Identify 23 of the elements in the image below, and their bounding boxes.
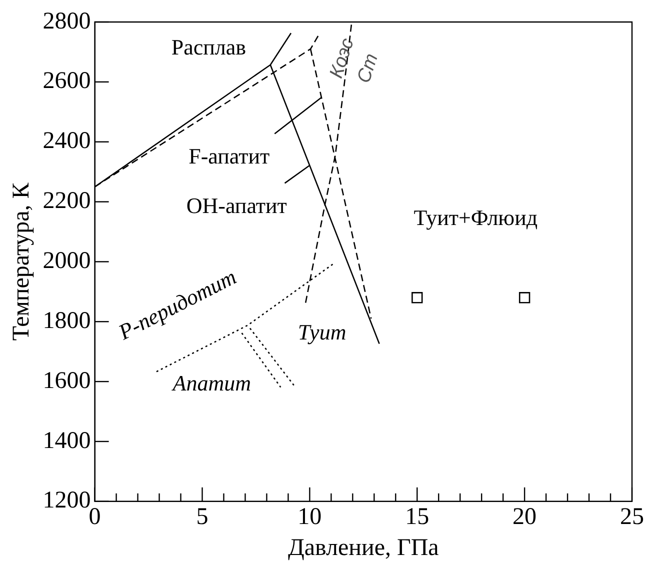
x-tick-label: 15 <box>405 504 430 530</box>
y-tick-label: 1400 <box>42 428 91 454</box>
y-tick-label: 2400 <box>42 128 91 154</box>
y-tick-label: 1800 <box>42 308 91 334</box>
x-axis-title: Давление, ГПа <box>288 534 440 561</box>
y-tick-label: 2800 <box>42 8 91 34</box>
x-tick-label: 20 <box>512 504 537 530</box>
y-tick-label: 2600 <box>42 68 91 94</box>
annotation: F-апатит <box>188 143 270 168</box>
x-tick-label: 25 <box>620 504 644 530</box>
y-axis-title: Температура, К <box>8 182 35 341</box>
y-tick-label: 2000 <box>42 248 91 274</box>
annotation: Туит+Флюид <box>414 204 538 230</box>
y-tick-label: 1200 <box>42 488 91 514</box>
x-tick-label: 5 <box>196 504 208 530</box>
x-tick-label: 10 <box>298 504 322 530</box>
annotation: Туит <box>298 319 346 344</box>
annotation: Расплав <box>171 34 246 60</box>
y-tick-label: 2200 <box>42 188 91 214</box>
y-tick-label: 1600 <box>42 368 91 394</box>
annotation: Апатит <box>170 370 252 396</box>
annotation: ОН-апатит <box>186 192 288 218</box>
x-tick-label: 0 <box>88 504 101 530</box>
